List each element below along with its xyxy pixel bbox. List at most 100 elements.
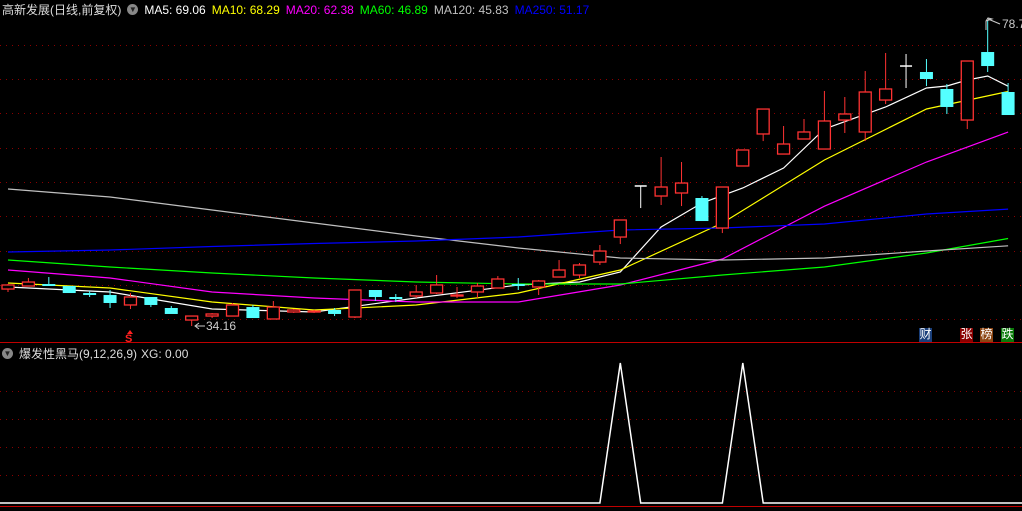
candle-body (470, 285, 485, 293)
candle[interactable] (858, 71, 872, 142)
candle[interactable] (164, 306, 178, 314)
candle[interactable] (695, 196, 709, 222)
candle-body (981, 52, 995, 67)
low-price-label: 34.16 (206, 319, 237, 333)
chevron-down-icon[interactable]: ▼ (127, 4, 139, 15)
candle[interactable] (389, 293, 403, 303)
candle-body (593, 250, 607, 263)
stock-title[interactable]: 高新发展(日线,前复权) (2, 3, 122, 17)
candle[interactable] (266, 300, 280, 320)
candle[interactable] (429, 275, 444, 294)
candle[interactable] (185, 315, 199, 326)
candle[interactable] (715, 186, 729, 234)
candle[interactable] (491, 276, 505, 289)
ma10-line (7, 90, 1009, 311)
candle[interactable] (368, 290, 382, 301)
candle-body (797, 131, 811, 140)
candle[interactable] (981, 20, 995, 73)
candle[interactable] (736, 149, 750, 167)
candle-body (654, 186, 668, 197)
candle-body (429, 284, 444, 294)
ranking-tag[interactable]: 榜 (980, 327, 993, 342)
candle-body (164, 308, 178, 314)
candle-body (552, 269, 566, 278)
candle[interactable] (470, 282, 485, 298)
candle-body (572, 264, 587, 276)
candle[interactable] (83, 291, 97, 298)
candle[interactable] (654, 156, 668, 206)
candle-body (817, 120, 832, 150)
chevron-down-icon[interactable]: ▼ (2, 348, 13, 359)
candle[interactable] (123, 293, 138, 310)
candle[interactable] (450, 286, 464, 298)
candle-body (450, 294, 464, 297)
signal-s-mark[interactable]: S (125, 333, 133, 345)
ma20-value: MA20: 62.38 (285, 2, 354, 17)
candle[interactable] (674, 162, 689, 207)
candle[interactable] (919, 59, 933, 87)
candle[interactable] (572, 263, 587, 278)
candle-body (348, 289, 362, 318)
candle-body (919, 72, 933, 80)
candle[interactable] (532, 279, 546, 296)
fall-tag[interactable]: 跌 (1001, 327, 1014, 342)
finance-tag[interactable]: 财 (919, 327, 932, 342)
candle[interactable] (103, 290, 117, 308)
candle-body (960, 60, 974, 121)
candle[interactable] (817, 90, 832, 150)
candle[interactable] (307, 309, 321, 314)
candle[interactable] (776, 126, 791, 155)
candle[interactable] (328, 308, 342, 317)
candle-body (511, 284, 525, 287)
candle[interactable] (205, 313, 219, 319)
candle[interactable] (42, 277, 56, 287)
ma250-line (7, 208, 1009, 253)
candle-body (287, 309, 301, 313)
candle-body (21, 281, 36, 287)
candle[interactable] (409, 284, 423, 298)
ma5-value: MA5: 69.06 (144, 2, 206, 17)
candle-body (389, 297, 403, 299)
indicator-panel-lines (0, 362, 1022, 504)
candle[interactable] (960, 60, 974, 130)
candle-body (491, 278, 505, 289)
candle[interactable] (246, 304, 260, 319)
candle[interactable] (593, 245, 607, 265)
chart-header: 高新发展(日线,前复权) ▼ MA5: 69.06 MA10: 68.29 MA… (2, 1, 595, 18)
candle[interactable] (1001, 83, 1015, 116)
candle[interactable] (797, 119, 811, 140)
candle[interactable] (900, 54, 913, 89)
candle-body (613, 219, 627, 238)
candle[interactable] (838, 97, 852, 134)
high-price-label: 78.7 (1002, 17, 1022, 31)
candle[interactable] (552, 260, 566, 278)
candle-body (246, 307, 260, 319)
ma250-value: MA250: 51.17 (514, 2, 590, 17)
candle[interactable] (1, 284, 15, 292)
candle-body (715, 186, 729, 229)
candle[interactable] (878, 52, 893, 105)
ma60-line (7, 237, 1009, 285)
indicator-title[interactable]: 爆发性黑马(9,12,26,9) (19, 347, 138, 361)
rise-tag[interactable]: 张 (960, 327, 973, 342)
candle[interactable] (348, 289, 362, 319)
candle[interactable] (62, 286, 76, 294)
candle[interactable] (756, 108, 770, 142)
high-flag-icon (985, 17, 994, 30)
candle-body (776, 143, 791, 155)
candle[interactable] (21, 277, 36, 287)
candle-body (328, 309, 342, 314)
candle[interactable] (940, 84, 954, 114)
candle[interactable] (613, 219, 627, 245)
candle[interactable] (511, 277, 525, 290)
candle-body (368, 290, 382, 298)
candle[interactable] (225, 302, 240, 317)
candle-body (409, 291, 423, 297)
candle[interactable] (634, 185, 647, 209)
candle[interactable] (287, 309, 301, 314)
candle[interactable] (144, 297, 158, 308)
high-arrow (987, 18, 1001, 25)
candle-body (83, 293, 97, 296)
ma20-line (7, 131, 1009, 303)
